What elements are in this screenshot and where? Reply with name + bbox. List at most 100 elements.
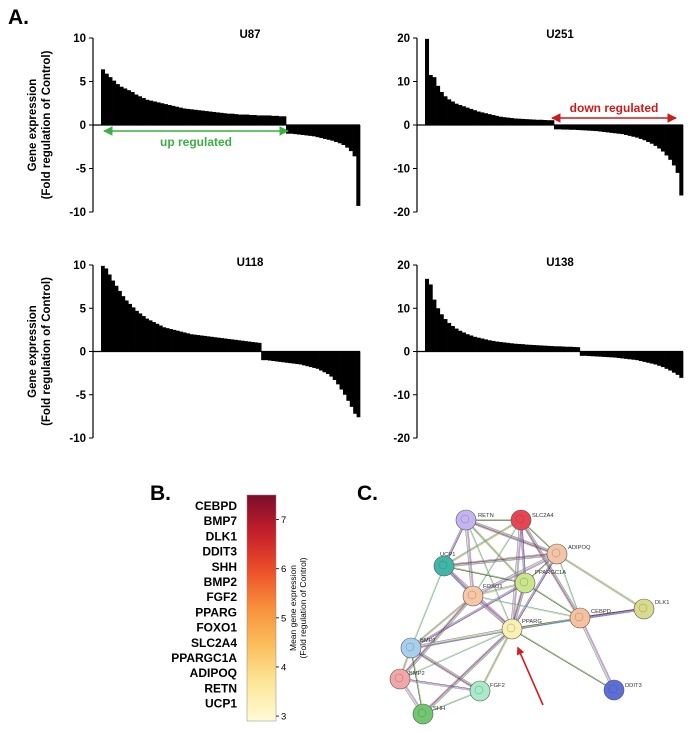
y-tick-label: 0 — [80, 120, 86, 132]
node-label: BMP7 — [420, 638, 436, 644]
bar — [213, 337, 218, 352]
bar — [152, 101, 157, 125]
bar — [289, 125, 294, 134]
bar — [169, 329, 173, 352]
bar — [506, 117, 511, 125]
y-tick-label: -10 — [393, 390, 410, 402]
network-edge — [473, 554, 558, 598]
network-edge — [410, 595, 474, 649]
bar — [620, 125, 625, 135]
bar — [149, 100, 154, 125]
bar — [509, 343, 514, 352]
network-edge — [473, 595, 581, 618]
bar — [230, 113, 235, 125]
bar — [638, 351, 643, 362]
network-edge — [520, 520, 580, 619]
bar — [119, 86, 124, 125]
colorbar-tick-label: 4 — [281, 662, 286, 673]
bar — [660, 351, 665, 368]
bar — [115, 84, 120, 125]
bar — [337, 125, 342, 144]
node-structure-icon — [574, 612, 584, 622]
bar — [557, 346, 562, 352]
bar — [616, 351, 621, 358]
network-edge — [511, 629, 614, 691]
y-axis-title-line: (Fold regulation of Control) — [41, 277, 53, 426]
network-edge — [510, 553, 557, 629]
network-node-pparg: PPARG — [501, 618, 542, 640]
network-edge — [466, 519, 513, 629]
bar — [315, 125, 320, 138]
bar — [111, 280, 115, 352]
bar — [668, 125, 673, 160]
network-edge — [472, 519, 521, 596]
network-node-adipoq: ADIPOQ — [546, 543, 591, 565]
network-node-dlk1: DLK1 — [633, 598, 670, 620]
network-edge — [444, 520, 522, 568]
network-node-bmp2: BMP2 — [389, 668, 425, 690]
bar — [480, 338, 485, 352]
network-edge — [465, 520, 557, 555]
bar — [315, 351, 320, 369]
bar — [271, 115, 276, 125]
node-circle — [510, 509, 532, 531]
bar — [141, 316, 146, 352]
bar — [256, 115, 261, 125]
bar — [483, 339, 489, 352]
bar — [348, 125, 353, 152]
bar — [215, 112, 220, 125]
bar — [300, 125, 305, 135]
bar — [223, 113, 228, 125]
bar — [302, 351, 306, 366]
bar — [587, 125, 592, 131]
bar — [237, 114, 242, 125]
node-label: ADIPOQ — [568, 545, 591, 551]
bar — [565, 125, 570, 130]
y-axis-title-line: (Fold regulation of Control) — [41, 50, 53, 199]
bar — [679, 351, 684, 378]
node-structure-icon — [551, 548, 561, 558]
bar — [158, 325, 163, 352]
bar — [141, 98, 146, 125]
bar — [200, 110, 205, 125]
bar — [443, 96, 448, 125]
bar — [447, 99, 452, 125]
network-edge — [512, 628, 615, 690]
bar — [443, 319, 448, 352]
network-edge — [579, 607, 644, 618]
bar — [495, 115, 500, 125]
bar — [281, 351, 286, 363]
network-edge — [443, 518, 521, 566]
bar — [182, 108, 187, 125]
network-edge — [400, 596, 474, 680]
network-edge — [466, 518, 558, 554]
bar — [128, 303, 133, 352]
network-edge — [443, 566, 525, 584]
chart-title: U87 — [239, 29, 260, 41]
gene-label: CEBPD — [195, 499, 237, 513]
network-edge — [410, 648, 480, 693]
bar — [450, 101, 455, 125]
bar — [244, 341, 248, 352]
bar — [587, 351, 592, 357]
node-label: SLC2A4 — [532, 513, 554, 519]
panel-letter-c: C. — [357, 482, 378, 505]
node-circle — [412, 703, 434, 725]
network-edge — [465, 520, 473, 597]
bar — [326, 125, 331, 140]
node-label: SHH — [433, 706, 445, 712]
node-structure-icon — [417, 708, 427, 718]
bar — [436, 308, 441, 352]
network-edge — [465, 520, 525, 584]
bar — [267, 351, 272, 361]
network-node-ucp1: UCP1 — [433, 552, 455, 577]
y-tick-label: 10 — [73, 33, 86, 45]
node-circle — [462, 585, 484, 607]
bar — [535, 119, 540, 125]
bar — [649, 125, 654, 144]
bar — [568, 125, 573, 130]
network-edge — [557, 552, 645, 609]
network-node-ddit3: DDIT3 — [603, 679, 642, 701]
y-tick-label: 0 — [404, 120, 410, 132]
bar — [155, 323, 160, 352]
